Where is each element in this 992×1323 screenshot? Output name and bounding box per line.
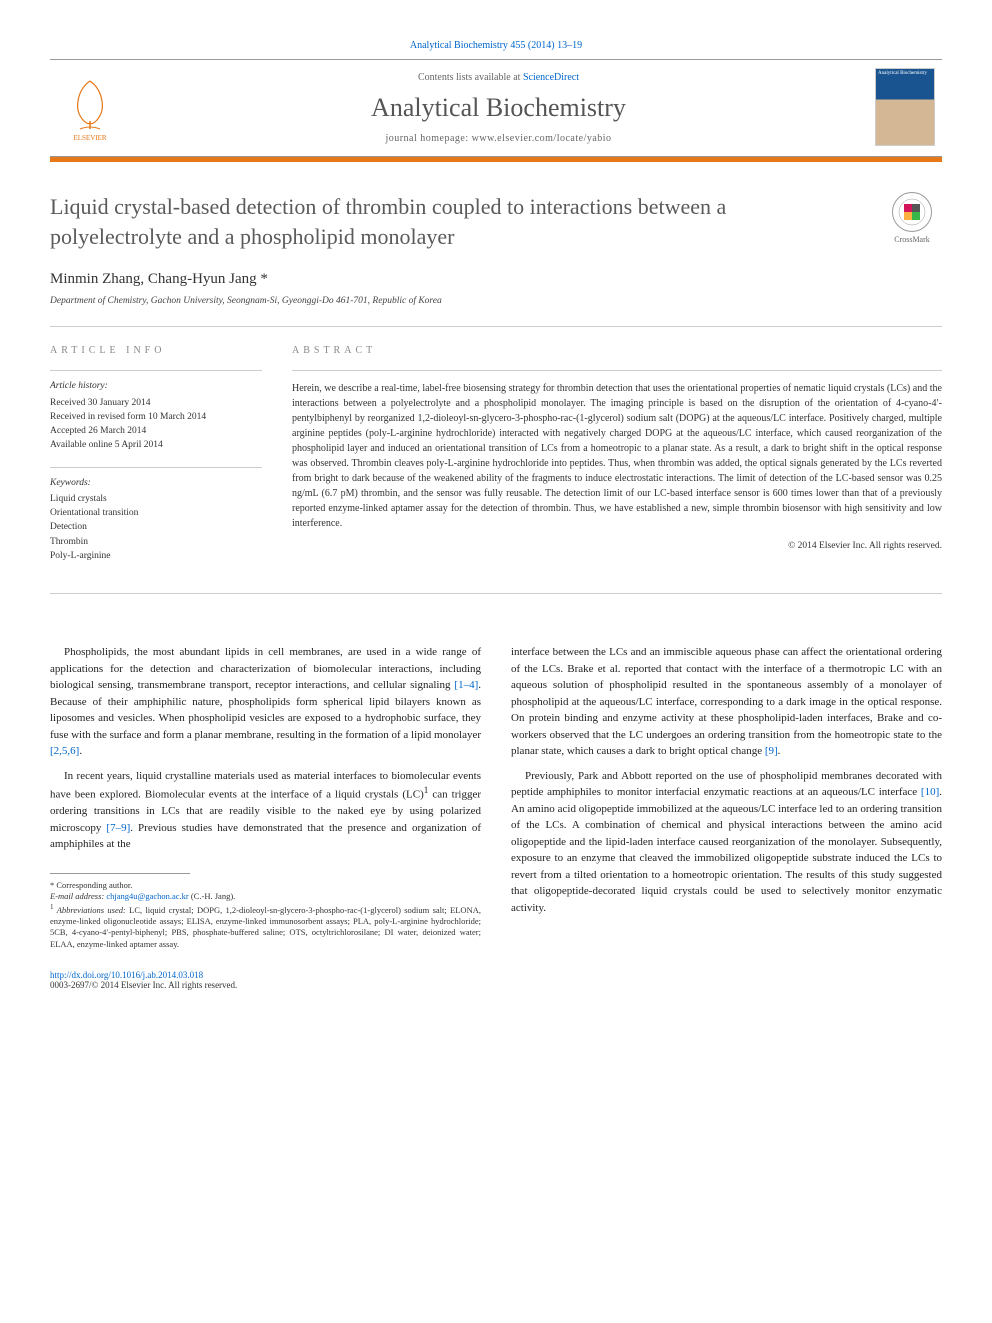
text-run: . An amino acid oligopeptide immobilized… — [511, 786, 942, 914]
history-line: Accepted 26 March 2014 — [50, 424, 262, 438]
abbreviations-footnote: 1 Abbreviations used: LC, liquid crystal… — [50, 903, 481, 951]
email-label: E-mail address: — [50, 891, 106, 901]
history-label: Article history: — [50, 379, 262, 393]
section-divider — [50, 593, 942, 594]
keyword: Detection — [50, 520, 262, 534]
elsevier-logo: ELSEVIER — [50, 60, 130, 156]
reference-link[interactable]: [9] — [765, 745, 778, 757]
text-run: . — [79, 745, 82, 757]
body-paragraph: Phospholipids, the most abundant lipids … — [50, 644, 481, 760]
email-footnote: E-mail address: chjang4u@gachon.ac.kr (C… — [50, 891, 481, 902]
article-info-column: ARTICLE INFO Article history: Received 3… — [50, 327, 262, 577]
article-title: Liquid crystal-based detection of thromb… — [50, 192, 882, 251]
homepage-prefix: journal homepage: — [385, 133, 471, 144]
crossmark-badge[interactable]: CrossMark — [882, 192, 942, 244]
affiliation: Department of Chemistry, Gachon Universi… — [50, 296, 942, 306]
right-column: interface between the LCs and an immisci… — [511, 644, 942, 950]
corresponding-author-note: * Corresponding author. — [50, 880, 481, 891]
header-center: Contents lists available at ScienceDirec… — [130, 60, 867, 156]
crossmark-icon — [892, 192, 932, 232]
email-suffix: (C.-H. Jang). — [189, 891, 236, 901]
contents-prefix: Contents lists available at — [418, 72, 523, 83]
keyword: Thrombin — [50, 535, 262, 549]
abstract-text: Herein, we describe a real-time, label-f… — [292, 370, 942, 531]
page-footer: http://dx.doi.org/10.1016/j.ab.2014.03.0… — [50, 970, 942, 990]
body-paragraph: Previously, Park and Abbott reported on … — [511, 768, 942, 917]
cover-thumbnail: Analytical Biochemistry — [875, 68, 935, 146]
abstract-copyright: © 2014 Elsevier Inc. All rights reserved… — [292, 541, 942, 551]
authors: Minmin Zhang, Chang-Hyun Jang * — [50, 271, 942, 288]
journal-header: ELSEVIER Contents lists available at Sci… — [50, 59, 942, 157]
issn-copyright: 0003-2697/© 2014 Elsevier Inc. All right… — [50, 980, 942, 990]
text-run: . — [778, 745, 781, 757]
footnote-divider — [50, 873, 190, 874]
body-paragraph: In recent years, liquid crystalline mate… — [50, 768, 481, 853]
article-history-block: Article history: Received 30 January 201… — [50, 370, 262, 452]
body-columns: Phospholipids, the most abundant lipids … — [50, 644, 942, 950]
homepage-url: www.elsevier.com/locate/yabio — [472, 133, 612, 144]
keyword: Orientational transition — [50, 506, 262, 520]
body-paragraph: interface between the LCs and an immisci… — [511, 644, 942, 760]
history-line: Received 30 January 2014 — [50, 396, 262, 410]
text-run: interface between the LCs and an immisci… — [511, 646, 942, 757]
keyword: Poly-L-arginine — [50, 549, 262, 563]
text-run: Previously, Park and Abbott reported on … — [511, 770, 942, 799]
keywords-block: Keywords: Liquid crystals Orientational … — [50, 467, 262, 564]
text-run: Phospholipids, the most abundant lipids … — [50, 646, 481, 691]
abstract-column: ABSTRACT Herein, we describe a real-time… — [292, 327, 942, 577]
keywords-label: Keywords: — [50, 476, 262, 490]
article-info-heading: ARTICLE INFO — [50, 345, 262, 356]
orange-divider-bar — [50, 157, 942, 162]
text-run: In recent years, liquid crystalline mate… — [50, 770, 481, 801]
sciencedirect-link[interactable]: ScienceDirect — [523, 72, 579, 83]
journal-cover: Analytical Biochemistry — [867, 60, 942, 156]
abbrev-prefix: Abbreviations used: — [54, 905, 130, 915]
reference-link[interactable]: [2,5,6] — [50, 745, 79, 757]
title-row: Liquid crystal-based detection of thromb… — [50, 192, 942, 251]
top-citation: Analytical Biochemistry 455 (2014) 13–19 — [50, 40, 942, 51]
journal-name: Analytical Biochemistry — [130, 93, 867, 123]
homepage-line: journal homepage: www.elsevier.com/locat… — [130, 133, 867, 144]
info-abstract-row: ARTICLE INFO Article history: Received 3… — [50, 327, 942, 577]
doi-link[interactable]: http://dx.doi.org/10.1016/j.ab.2014.03.0… — [50, 970, 203, 980]
email-link[interactable]: chjang4u@gachon.ac.kr — [106, 891, 188, 901]
left-column: Phospholipids, the most abundant lipids … — [50, 644, 481, 950]
history-line: Received in revised form 10 March 2014 — [50, 410, 262, 424]
contents-line: Contents lists available at ScienceDirec… — [130, 72, 867, 83]
reference-link[interactable]: [1–4] — [454, 679, 478, 691]
keyword: Liquid crystals — [50, 492, 262, 506]
elsevier-tree-icon: ELSEVIER — [60, 73, 120, 143]
abstract-heading: ABSTRACT — [292, 345, 942, 356]
history-line: Available online 5 April 2014 — [50, 438, 262, 452]
reference-link[interactable]: [10] — [921, 786, 939, 798]
reference-link[interactable]: [7–9] — [106, 822, 130, 834]
svg-text:ELSEVIER: ELSEVIER — [73, 134, 106, 142]
crossmark-label: CrossMark — [894, 235, 930, 244]
